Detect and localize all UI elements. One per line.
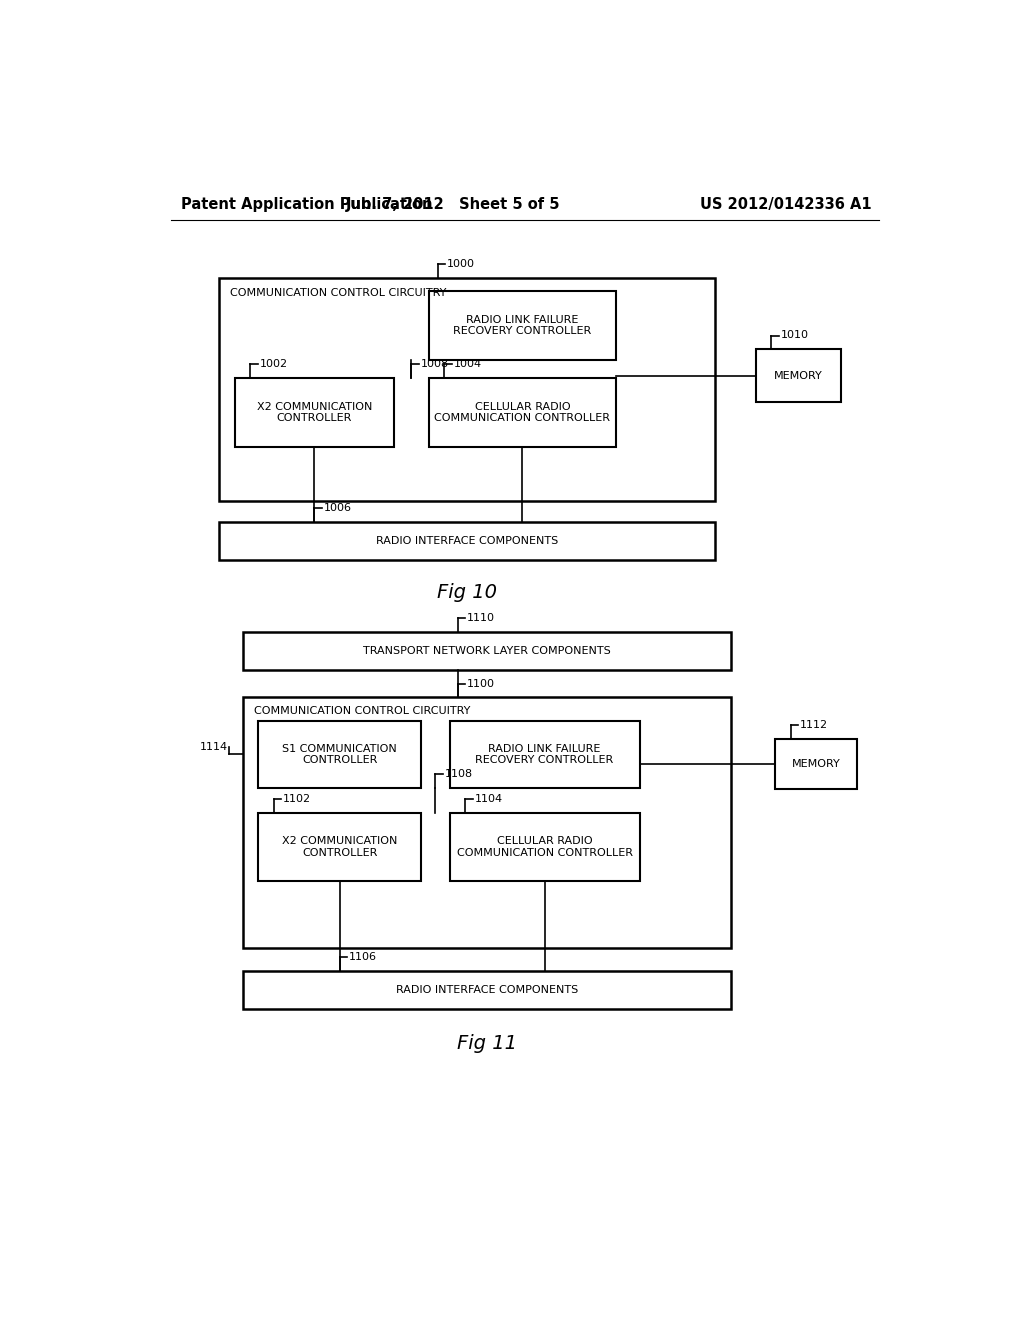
Text: 1106: 1106 — [349, 952, 377, 962]
Text: 1102: 1102 — [283, 795, 311, 804]
Bar — [243, 970, 731, 1010]
Text: S1 COMMUNICATION
CONTROLLER: S1 COMMUNICATION CONTROLLER — [283, 743, 397, 766]
Text: 1100: 1100 — [467, 678, 495, 689]
Text: MEMORY: MEMORY — [792, 759, 840, 770]
Text: CELLULAR RADIO
COMMUNICATION CONTROLLER: CELLULAR RADIO COMMUNICATION CONTROLLER — [434, 401, 610, 424]
Text: CELLULAR RADIO
COMMUNICATION CONTROLLER: CELLULAR RADIO COMMUNICATION CONTROLLER — [457, 836, 633, 858]
Text: RADIO INTERFACE COMPONENTS: RADIO INTERFACE COMPONENTS — [395, 985, 578, 995]
Text: X2 COMMUNICATION
CONTROLLER: X2 COMMUNICATION CONTROLLER — [282, 836, 397, 858]
Text: Fig 11: Fig 11 — [457, 1035, 517, 1053]
Bar — [219, 521, 716, 561]
Text: 1008: 1008 — [421, 359, 449, 370]
Bar — [775, 739, 856, 789]
Text: 1002: 1002 — [260, 359, 288, 370]
Bar — [756, 350, 841, 401]
Text: RADIO INTERFACE COMPONENTS: RADIO INTERFACE COMPONENTS — [377, 536, 558, 546]
Bar — [429, 378, 616, 447]
Text: 1006: 1006 — [324, 503, 351, 513]
Text: Patent Application Publication: Patent Application Publication — [180, 197, 432, 213]
Bar — [429, 290, 616, 360]
Text: 1114: 1114 — [200, 742, 228, 751]
Text: Jun. 7, 2012   Sheet 5 of 5: Jun. 7, 2012 Sheet 5 of 5 — [346, 197, 561, 213]
Text: 1110: 1110 — [467, 612, 495, 623]
Text: COMMUNICATION CONTROL CIRCUITRY: COMMUNICATION CONTROL CIRCUITRY — [254, 706, 470, 717]
Text: 1000: 1000 — [447, 259, 475, 269]
Text: COMMUNICATION CONTROL CIRCUITRY: COMMUNICATION CONTROL CIRCUITRY — [230, 288, 446, 298]
Text: X2 COMMUNICATION
CONTROLLER: X2 COMMUNICATION CONTROLLER — [257, 401, 372, 424]
Bar — [258, 813, 421, 880]
Bar — [450, 813, 640, 880]
Text: 1104: 1104 — [474, 795, 503, 804]
Text: MEMORY: MEMORY — [774, 371, 822, 380]
Bar — [450, 721, 640, 788]
Text: 1108: 1108 — [444, 770, 473, 779]
Text: 1010: 1010 — [780, 330, 809, 341]
Bar — [258, 721, 421, 788]
Text: US 2012/0142336 A1: US 2012/0142336 A1 — [700, 197, 872, 213]
Text: TRANSPORT NETWORK LAYER COMPONENTS: TRANSPORT NETWORK LAYER COMPONENTS — [362, 647, 610, 656]
Text: RADIO LINK FAILURE
RECOVERY CONTROLLER: RADIO LINK FAILURE RECOVERY CONTROLLER — [475, 743, 613, 766]
Text: 1004: 1004 — [454, 359, 481, 370]
Text: Fig 10: Fig 10 — [437, 583, 498, 602]
Bar — [243, 632, 731, 671]
Bar — [243, 697, 731, 948]
Bar — [219, 277, 716, 502]
Text: RADIO LINK FAILURE
RECOVERY CONTROLLER: RADIO LINK FAILURE RECOVERY CONTROLLER — [454, 314, 592, 337]
Text: 1112: 1112 — [800, 721, 828, 730]
Bar — [234, 378, 394, 447]
